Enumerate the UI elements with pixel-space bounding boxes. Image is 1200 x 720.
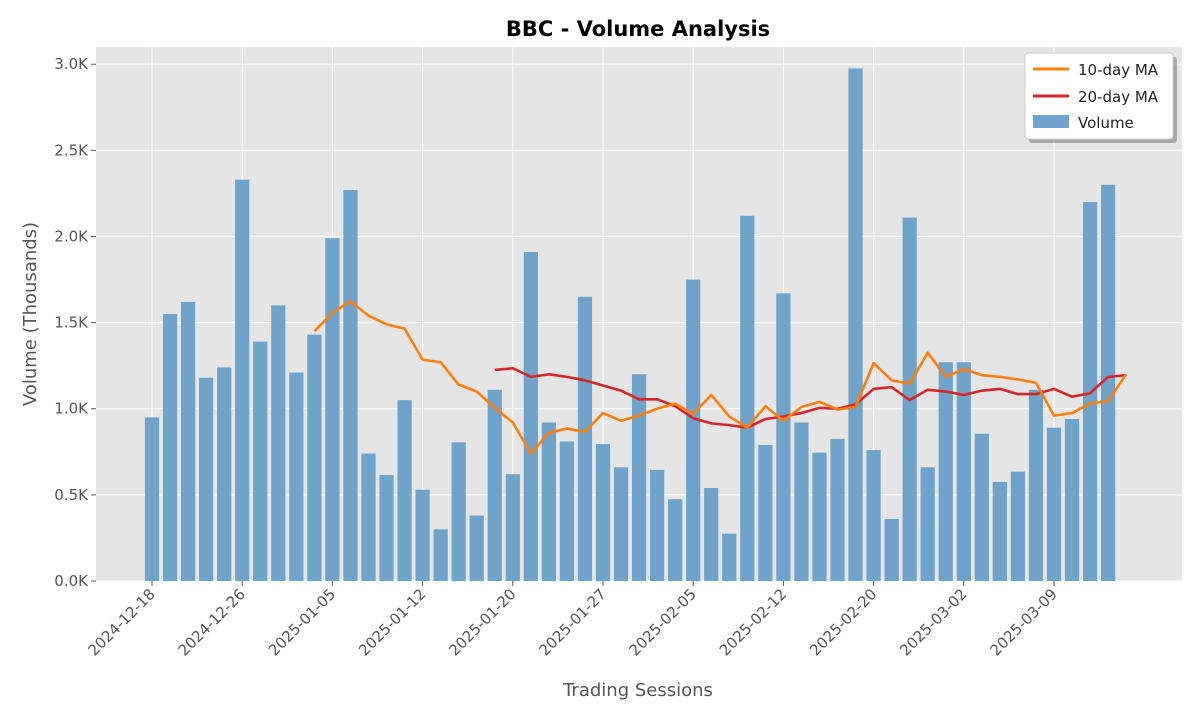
x-tick-label: 2025-02-05 <box>626 585 700 659</box>
legend-label-volume: Volume <box>1078 114 1134 132</box>
volume-bar <box>559 441 575 581</box>
x-tick-label: 2024-12-26 <box>175 585 249 659</box>
x-tick-label: 2025-01-05 <box>265 585 339 659</box>
volume-bar <box>199 377 214 581</box>
volume-bars <box>144 68 1116 582</box>
volume-bar <box>920 467 935 581</box>
volume-bar <box>1101 184 1116 581</box>
volume-bar <box>758 444 773 581</box>
y-axis-label: Volume (Thousands) <box>20 222 41 406</box>
volume-bar <box>235 179 250 581</box>
x-axis-label: Trading Sessions <box>562 680 713 701</box>
moving-average-lines <box>313 299 1128 455</box>
volume-bar <box>144 417 160 581</box>
volume-bar <box>848 68 863 582</box>
volume-bar <box>415 489 430 581</box>
ma10-line <box>313 299 1128 455</box>
x-tick-label: 2024-12-18 <box>84 585 158 659</box>
volume-bar <box>271 305 286 581</box>
volume-bar <box>992 481 1007 581</box>
volume-bar <box>577 296 593 581</box>
legend-swatch-volume <box>1033 115 1069 128</box>
volume-bar <box>812 452 827 581</box>
volume-bar <box>974 433 989 581</box>
volume-bar <box>1028 389 1044 581</box>
volume-bar <box>289 372 304 581</box>
volume-bar <box>650 469 665 581</box>
y-tick-label: 0.5K <box>54 486 89 504</box>
volume-bar <box>397 400 412 581</box>
x-tick-label: 2025-02-12 <box>716 585 790 659</box>
volume-bar <box>325 238 340 581</box>
volume-bar <box>866 450 881 581</box>
volume-bar <box>541 422 556 581</box>
volume-bar <box>938 362 953 581</box>
ma20-line <box>494 366 1127 429</box>
volume-bar <box>523 251 538 581</box>
volume-bar <box>343 189 358 582</box>
volume-bar <box>704 487 719 581</box>
volume-bar <box>361 453 376 581</box>
legend: 10-day MA 20-day MA Volume <box>1024 52 1177 143</box>
volume-bar <box>1010 471 1026 581</box>
x-tick-label: 2025-03-02 <box>896 585 970 659</box>
chart-title: BBC - Volume Analysis <box>506 17 770 41</box>
volume-bar <box>505 474 520 581</box>
x-tick-label: 2025-01-27 <box>535 585 609 659</box>
y-tick-label: 1.0K <box>54 400 89 418</box>
x-tick-label: 2025-01-20 <box>445 585 519 659</box>
volume-bar <box>451 442 466 581</box>
volume-bar <box>217 367 232 581</box>
volume-bar <box>1064 419 1080 581</box>
volume-bar <box>595 444 611 581</box>
volume-bar <box>433 529 448 581</box>
y-tick-label: 3.0K <box>54 55 89 73</box>
volume-bar <box>668 499 683 581</box>
volume-bar <box>613 467 629 581</box>
y-axis: 0.0K 0.5K 1.0K 1.5K 2.0K 2.5K 3.0K <box>54 55 96 590</box>
x-axis: 2024-12-18 2024-12-26 2025-01-05 2025-01-12… <box>84 581 1061 659</box>
volume-bar <box>631 374 647 581</box>
volume-bar <box>162 314 178 581</box>
volume-bar <box>830 438 845 581</box>
legend-label-10-day-ma: 10-day MA <box>1078 61 1159 79</box>
volume-bar <box>884 518 899 581</box>
volume-bar <box>722 533 737 581</box>
x-tick-label: 2025-01-12 <box>355 585 429 659</box>
volume-bar <box>469 515 484 581</box>
volume-bar <box>794 422 809 581</box>
volume-bar <box>686 279 701 581</box>
volume-bar <box>253 341 268 581</box>
volume-bar <box>740 215 755 581</box>
x-tick-label: 2025-03-09 <box>986 585 1060 659</box>
y-tick-label: 0.0K <box>54 572 89 590</box>
legend-label-20-day-ma: 20-day MA <box>1078 88 1159 106</box>
volume-bar <box>180 301 196 581</box>
volume-bar <box>776 293 791 581</box>
volume-bar <box>379 475 394 581</box>
y-tick-label: 1.5K <box>54 314 89 332</box>
volume-bar <box>307 334 322 581</box>
y-tick-label: 2.0K <box>54 227 89 245</box>
x-tick-label: 2025-02-20 <box>806 585 880 659</box>
volume-bar <box>487 389 502 581</box>
y-tick-label: 2.5K <box>54 141 89 159</box>
volume-bar <box>1046 427 1062 581</box>
volume-bar <box>956 362 971 581</box>
